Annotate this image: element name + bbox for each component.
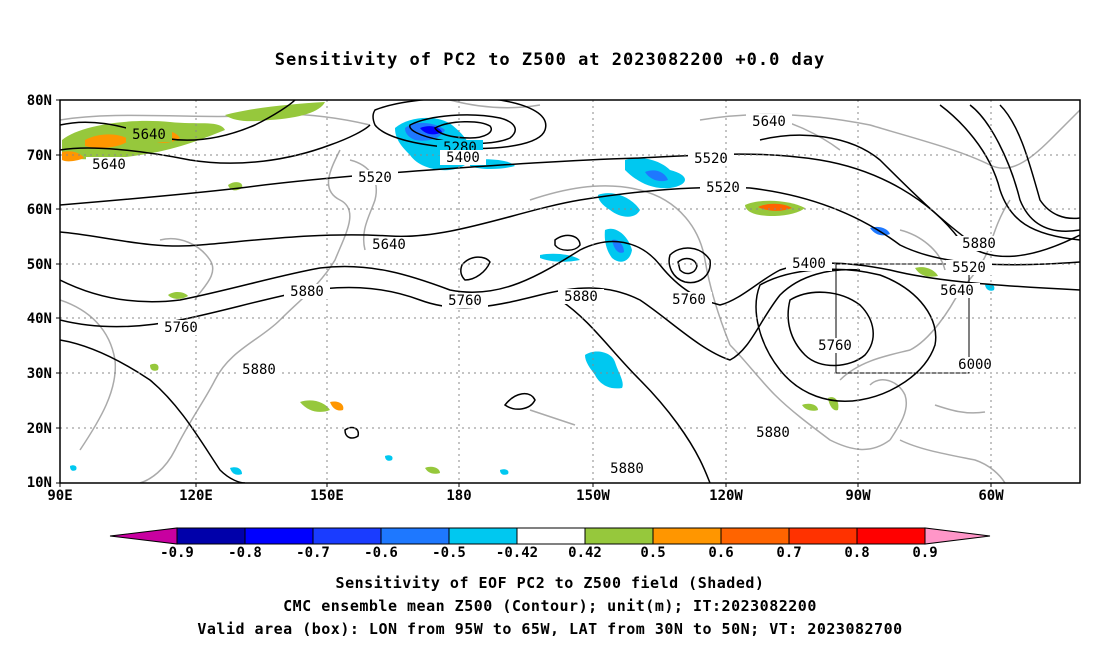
lat-labels: 80N 70N 60N 50N 40N 30N 20N 10N [27,93,52,491]
grid-lines [60,100,1080,483]
lat-label: 30N [27,366,52,382]
svg-text:5640: 5640 [752,114,786,130]
colorbar-segment [176,527,246,545]
lon-label: 150W [576,488,610,504]
caption-line-2: CMC ensemble mean Z500 (Contour); unit(m… [283,597,817,615]
colorbar-high-arrow [924,527,991,545]
colorbar [109,527,991,545]
page-title: Sensitivity of PC2 to Z500 at 2023082200… [274,50,826,70]
svg-text:5520: 5520 [952,260,986,276]
lat-label: 60N [27,202,52,218]
svg-text:5520: 5520 [706,180,740,196]
lon-label: 120E [179,488,213,504]
tick-marks [56,99,992,487]
colorbar-segment [448,527,518,545]
colorbar-labels: -0.9 -0.8 -0.7 -0.6 -0.5 -0.42 0.42 0.5 … [160,545,938,561]
colorbar-segment [720,527,790,545]
colorbar-label: -0.9 [160,545,194,561]
lat-label: 80N [27,93,52,109]
svg-text:5760: 5760 [448,293,482,309]
colorbar-segment [788,527,858,545]
colorbar-segment [312,527,382,545]
colorbar-segment [856,527,926,545]
svg-text:5520: 5520 [694,151,728,167]
colorbar-label: -0.6 [364,545,398,561]
colorbar-segment [516,527,586,545]
svg-text:5880: 5880 [756,425,790,441]
svg-text:5400: 5400 [446,150,480,166]
colorbar-segment [380,527,450,545]
lon-label: 150E [310,488,344,504]
sensitivity-shading [62,102,995,475]
svg-text:5760: 5760 [818,338,852,354]
lon-labels: 90E 120E 150E 180 150W 120W 90W 60W [47,488,1004,504]
lon-label: 120W [709,488,743,504]
svg-text:5880: 5880 [290,284,324,300]
map-frame [59,99,1081,484]
lat-label: 50N [27,257,52,273]
lon-label: 180 [446,488,471,504]
svg-text:5880: 5880 [962,236,996,252]
lat-label: 70N [27,148,52,164]
lon-label: 90W [845,488,871,504]
svg-text:5640: 5640 [372,237,406,253]
svg-text:5880: 5880 [610,461,644,477]
colorbar-label: 0.42 [568,545,602,561]
colorbar-label: -0.5 [432,545,466,561]
svg-text:5640: 5640 [132,127,166,143]
z500-contours [60,100,1080,483]
lat-label: 20N [27,421,52,437]
colorbar-low-arrow [109,527,178,545]
colorbar-label: 0.9 [912,545,937,561]
lon-label: 60W [978,488,1004,504]
svg-text:5880: 5880 [564,289,598,305]
colorbar-label: 0.7 [776,545,801,561]
svg-text:5760: 5760 [672,292,706,308]
colorbar-segment [244,527,314,545]
colorbar-label: 0.5 [640,545,665,561]
svg-text:5520: 5520 [358,170,392,186]
colorbar-label: -0.8 [228,545,262,561]
svg-text:5760: 5760 [164,320,198,336]
colorbar-label: 0.8 [844,545,869,561]
lon-label: 90E [47,488,72,504]
lat-label: 10N [27,475,52,491]
caption-line-1: Sensitivity of EOF PC2 to Z500 field (Sh… [335,574,765,592]
svg-text:5400: 5400 [792,256,826,272]
colorbar-segment [652,527,722,545]
colorbar-label: 0.6 [708,545,733,561]
lat-label: 40N [27,311,52,327]
svg-text:5880: 5880 [242,362,276,378]
colorbar-segment [584,527,654,545]
contour-labels: 5640 5640 5520 5640 5880 5760 5880 5280 … [86,114,1002,477]
svg-text:5640: 5640 [940,283,974,299]
colorbar-label: -0.7 [296,545,330,561]
svg-text:5640: 5640 [92,157,126,173]
caption-line-3: Valid area (box): LON from 95W to 65W, L… [197,620,903,638]
svg-text:6000: 6000 [958,357,992,373]
colorbar-label: -0.42 [496,545,538,561]
